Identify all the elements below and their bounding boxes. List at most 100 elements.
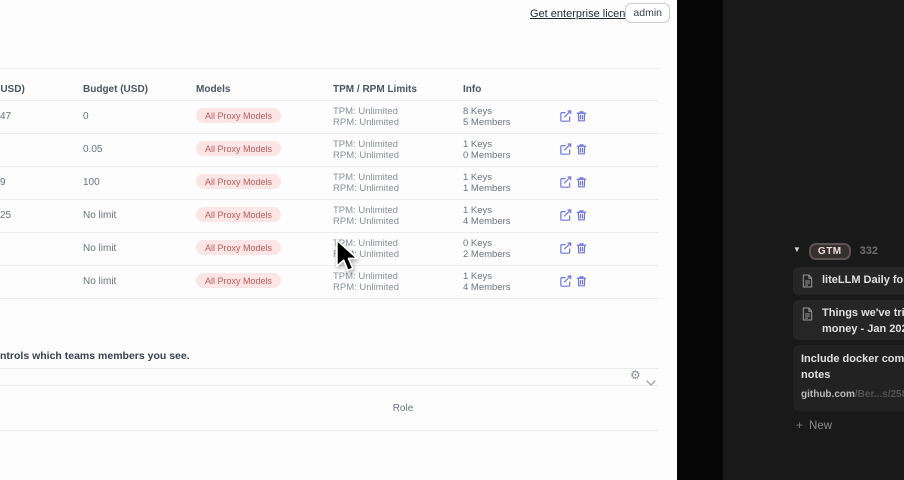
note-title-line1: Include docker comma (801, 353, 904, 365)
members-line: 0 Members (463, 149, 511, 161)
info-cell: 1 Keys 1 Members (463, 172, 511, 194)
note-card[interactable]: liteLLM Daily forma (793, 267, 904, 295)
rpm-line: RPM: Unlimited (333, 116, 399, 128)
delete-team-icon[interactable] (575, 241, 588, 255)
delete-team-icon[interactable] (575, 109, 588, 123)
enterprise-license-link[interactable]: Get enterprise license (530, 8, 637, 20)
rpm-line: RPM: Unlimited (333, 281, 399, 293)
budget-cell: No limit (83, 276, 117, 287)
spend-cell: 47 (0, 111, 12, 122)
rpm-line: RPM: Unlimited (333, 215, 399, 227)
note-title: Things we've tried money - Jan 2023 (822, 306, 904, 337)
note-title: Include docker comma notes (801, 352, 904, 383)
role-column-header: Role (392, 403, 414, 414)
document-icon (801, 306, 814, 327)
tpm-line: TPM: Unlimited (333, 106, 398, 117)
new-label: New (809, 420, 833, 432)
note-card[interactable]: Things we've tried money - Jan 2023 (793, 300, 904, 340)
keys-line: 8 Keys (463, 106, 493, 117)
note-title-line2: money - Jan 2023 (822, 322, 904, 335)
limits-cell: TPM: Unlimited RPM: Unlimited (333, 271, 399, 293)
info-cell: 8 Keys 5 Members (463, 106, 511, 128)
table-row: No limit All Proxy Models TPM: Unlimited… (0, 232, 677, 265)
info-cell: 1 Keys 4 Members (463, 205, 511, 227)
delete-team-icon[interactable] (575, 274, 588, 288)
edit-team-icon[interactable] (559, 274, 572, 288)
column-header-info: Info (463, 84, 482, 95)
divider (0, 385, 659, 386)
note-card[interactable]: Include docker comma notes github.com/Ber… (793, 345, 904, 411)
divider (0, 133, 659, 134)
delete-team-icon[interactable] (575, 208, 588, 222)
divider (0, 232, 659, 233)
limits-cell: TPM: Unlimited RPM: Unlimited (333, 238, 399, 260)
tpm-line: TPM: Unlimited (333, 172, 398, 183)
chevron-down-icon[interactable] (646, 373, 656, 391)
edit-team-icon[interactable] (559, 208, 572, 222)
members-line: 4 Members (463, 215, 511, 227)
keys-line: 1 Keys (463, 271, 493, 282)
collapse-triangle-icon[interactable]: ▼ (793, 245, 801, 254)
keys-line: 1 Keys (463, 205, 493, 216)
limits-cell: TPM: Unlimited RPM: Unlimited (333, 172, 399, 194)
limits-cell: TPM: Unlimited RPM: Unlimited (333, 205, 399, 227)
budget-cell: 0.05 (83, 144, 103, 155)
group-count: 332 (859, 245, 878, 257)
gear-icon[interactable]: ⚙ (630, 368, 641, 382)
divider (0, 430, 659, 431)
rpm-line: RPM: Unlimited (333, 248, 399, 260)
keys-line: 1 Keys (463, 139, 493, 150)
rpm-line: RPM: Unlimited (333, 149, 399, 161)
tpm-line: TPM: Unlimited (333, 205, 398, 216)
divider (0, 265, 659, 266)
models-badge: All Proxy Models (196, 273, 282, 288)
document-icon (801, 273, 814, 294)
divider (0, 368, 659, 369)
models-badge: All Proxy Models (196, 141, 282, 156)
models-badge: All Proxy Models (196, 108, 282, 123)
admin-dashboard: Get enterprise license admin (USD) Budge… (0, 0, 677, 480)
note-title: liteLLM Daily forma (822, 274, 904, 286)
info-cell: 1 Keys 4 Members (463, 271, 511, 293)
edit-team-icon[interactable] (559, 175, 572, 189)
notes-side-panel: ▼ GTM 332 liteLLM Daily forma Things we've… (723, 0, 904, 480)
delete-team-icon[interactable] (575, 142, 588, 156)
column-header-spend: (USD) (0, 84, 25, 95)
edit-team-icon[interactable] (559, 241, 572, 255)
members-line: 5 Members (463, 116, 511, 128)
admin-user-button[interactable]: admin (625, 3, 670, 23)
members-line: 2 Members (463, 248, 511, 260)
edit-team-icon[interactable] (559, 142, 572, 156)
divider (0, 68, 659, 69)
table-row: 0.05 All Proxy Models TPM: Unlimited RPM:… (0, 133, 677, 166)
new-note-button[interactable]: + New (796, 418, 832, 432)
table-row: 9 100 All Proxy Models TPM: Unlimited RPM… (0, 166, 677, 199)
members-line: 4 Members (463, 281, 511, 293)
plus-icon: + (796, 418, 804, 432)
column-header-budget: Budget (USD) (83, 84, 148, 95)
keys-line: 0 Keys (463, 238, 493, 249)
budget-cell: No limit (83, 210, 117, 221)
keys-line: 1 Keys (463, 172, 493, 183)
divider (0, 100, 659, 101)
limits-cell: TPM: Unlimited RPM: Unlimited (333, 106, 399, 128)
column-header-limits: TPM / RPM Limits (333, 84, 417, 95)
tpm-line: TPM: Unlimited (333, 238, 398, 249)
models-badge: All Proxy Models (196, 240, 282, 255)
table-row: 25 No limit All Proxy Models TPM: Unlimi… (0, 199, 677, 232)
column-header-models: Models (196, 84, 231, 95)
edit-team-icon[interactable] (559, 109, 572, 123)
members-line: 1 Members (463, 182, 511, 194)
models-badge: All Proxy Models (196, 207, 282, 222)
divider (0, 166, 659, 167)
github-link[interactable]: github.com/Ber...s/2587 (801, 389, 904, 400)
github-path: /Ber...s/2587 (854, 389, 904, 400)
delete-team-icon[interactable] (575, 175, 588, 189)
github-domain: github.com (801, 389, 855, 400)
budget-cell: 0 (83, 111, 89, 122)
window-gutter (677, 0, 723, 480)
budget-cell: No limit (83, 243, 117, 254)
divider (0, 298, 659, 299)
table-row: No limit All Proxy Models TPM: Unlimited… (0, 265, 677, 298)
